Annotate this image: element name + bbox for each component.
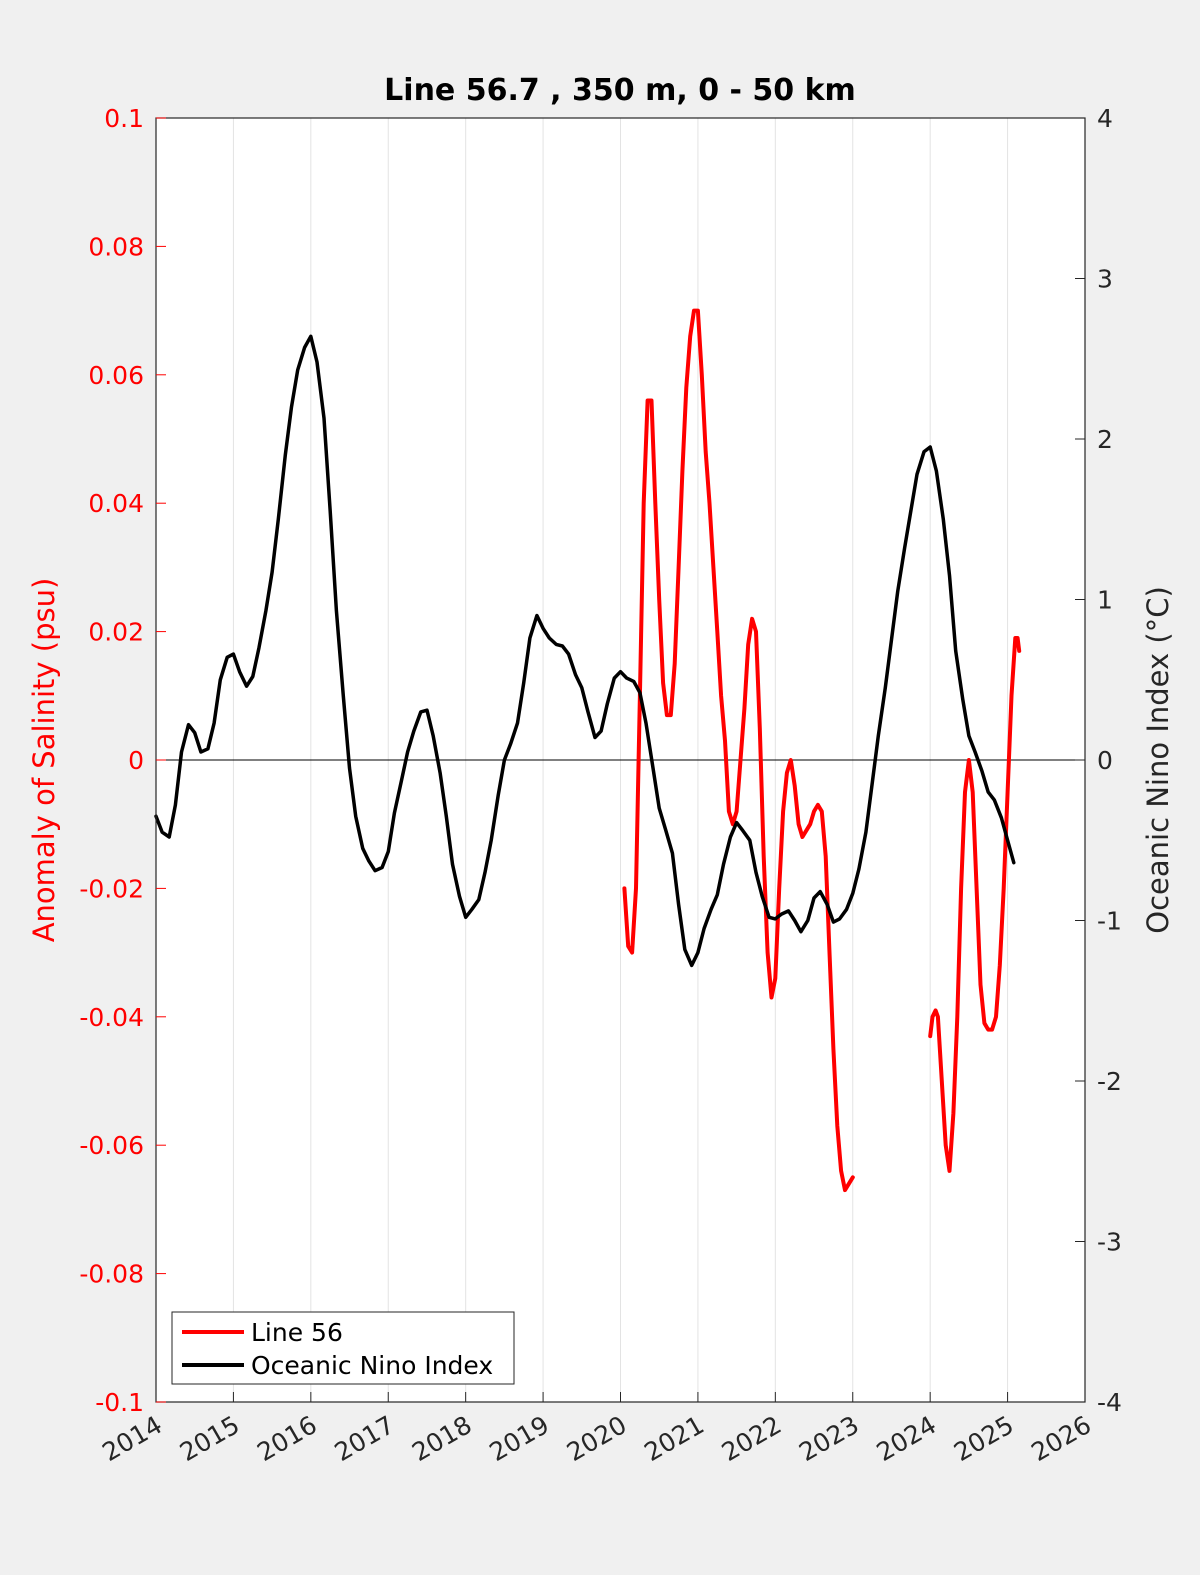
left-tick-label: -0.06: [79, 1131, 144, 1160]
chart-title: Line 56.7 , 350 m, 0 - 50 km: [384, 73, 856, 108]
left-tick-label: 0.06: [88, 361, 144, 390]
series-line56: [928, 636, 1022, 1173]
left-tick-label: -0.04: [79, 1003, 144, 1032]
right-tick-label: -3: [1097, 1228, 1122, 1257]
legend-label-line56: Line 56: [251, 1318, 343, 1347]
left-tick-label: -0.1: [95, 1388, 144, 1417]
left-tick-label: -0.02: [79, 874, 144, 903]
right-tick-label: -2: [1097, 1067, 1122, 1096]
series-oni: [154, 334, 1016, 968]
right-tick-label: -4: [1097, 1388, 1122, 1417]
left-tick-label: 0.04: [88, 489, 144, 518]
right-tick-label: -1: [1097, 907, 1122, 936]
right-tick-label: 0: [1097, 746, 1113, 775]
right-tick-label: 2: [1097, 425, 1113, 454]
series-layer: [154, 308, 1022, 1193]
left-tick-label: 0: [128, 746, 144, 775]
legend: Line 56 Oceanic Nino Index: [171, 1311, 515, 1385]
left-tick-label: 0.1: [104, 104, 144, 133]
legend-box: [171, 1311, 515, 1385]
right-tick-label: 1: [1097, 586, 1113, 615]
left-tick-label: 0.08: [88, 232, 144, 261]
left-tick-label: -0.08: [79, 1260, 144, 1289]
right-axis-label: Oceanic Nino Index (°C): [1141, 586, 1175, 934]
right-tick-label: 3: [1097, 265, 1113, 294]
series-line56: [622, 308, 855, 1193]
left-axis-label: Anomaly of Salinity (psu): [27, 578, 61, 943]
legend-label-oni: Oceanic Nino Index: [251, 1351, 493, 1380]
right-tick-label: 4: [1097, 104, 1113, 133]
left-tick-label: 0.02: [88, 618, 144, 647]
